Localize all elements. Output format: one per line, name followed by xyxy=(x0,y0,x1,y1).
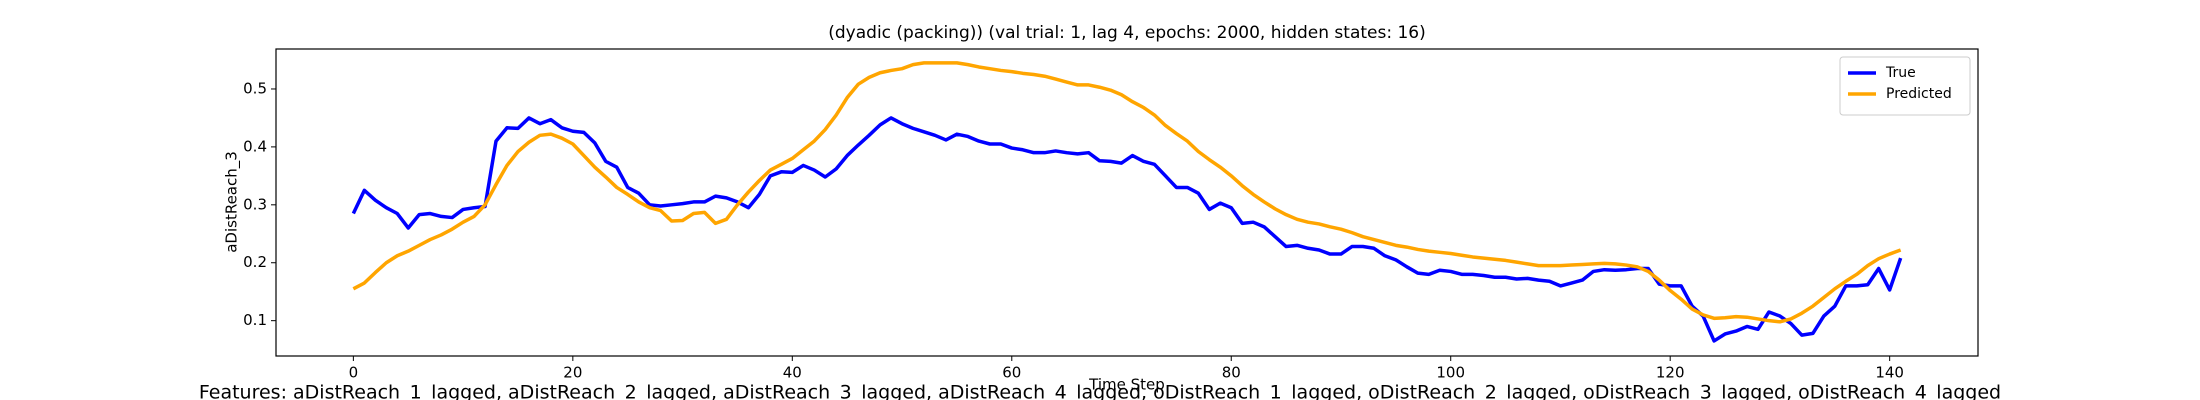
y-axis-label: aDistReach_3 xyxy=(223,151,242,253)
y-tick-label: 0.1 xyxy=(243,311,267,329)
legend-label: Predicted xyxy=(1886,86,1952,102)
y-tick-label: 0.4 xyxy=(243,137,267,155)
x-tick-label: 0 xyxy=(349,364,359,382)
chart-title: (dyadic (packing)) (val trial: 1, lag 4,… xyxy=(828,23,1426,43)
legend-label: True xyxy=(1885,65,1916,81)
x-tick-label: 60 xyxy=(1002,364,1021,382)
x-tick-label: 80 xyxy=(1222,364,1241,382)
x-tick-label: 20 xyxy=(563,364,582,382)
y-tick-label: 0.3 xyxy=(243,195,267,213)
x-tick-label: 100 xyxy=(1436,364,1465,382)
plot-frame xyxy=(275,48,1979,357)
y-tick-label: 0.2 xyxy=(243,253,267,271)
caption: Features: aDistReach_1_lagged, aDistReac… xyxy=(199,382,2001,400)
x-tick-label: 40 xyxy=(783,364,802,382)
data-line xyxy=(351,116,1903,343)
x-axis-label: Time Step xyxy=(1088,376,1165,394)
x-tick-label: 120 xyxy=(1656,364,1685,382)
data-line xyxy=(352,61,1902,324)
y-tick-label: 0.5 xyxy=(243,79,267,97)
x-tick-label: 140 xyxy=(1875,364,1904,382)
